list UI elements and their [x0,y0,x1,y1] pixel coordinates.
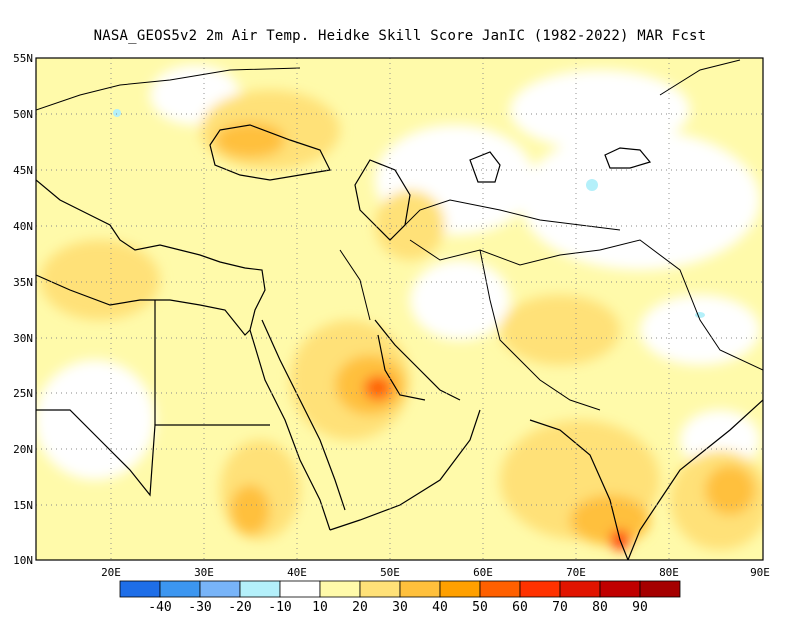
colorbar-swatch [319,580,361,598]
colorbar-swatch [439,580,481,598]
latitude-labels: 55N 50N 45N 40N 35N 30N 25N 20N 15N 10N [13,52,33,567]
colorbar-label: -20 [228,600,251,615]
colorbar-label: 20 [352,600,368,615]
longitude-labels: 20E 30E 40E 50E 60E 70E 80E 90E [101,566,770,579]
colorbar-label: 50 [472,600,488,615]
colorbar-label: -30 [188,600,211,615]
colorbar-swatch [199,580,241,598]
colorbar-swatch [479,580,521,598]
colorbar-label: 60 [512,600,528,615]
lat-label: 10N [13,554,33,567]
colorbar-swatch [519,580,561,598]
lat-label: 45N [13,164,33,177]
plot-frame [35,57,764,561]
colorbar-swatch [359,580,401,598]
lon-label: 60E [473,566,493,579]
lat-label: 15N [13,499,33,512]
colorbar-swatch [119,580,161,598]
colorbar-label: 90 [632,600,648,615]
lat-label: 35N [13,276,33,289]
lon-label: 90E [750,566,770,579]
lat-label: 20N [13,443,33,456]
colorbar-label: 70 [552,600,568,615]
colorbar: -40 -30 -20 -10 10 20 30 40 50 60 70 80 90 [119,580,681,615]
colorbar-label: -40 [148,600,171,615]
colorbar-swatch [599,580,641,598]
lon-label: 30E [194,566,214,579]
lat-label: 30N [13,332,33,345]
colorbar-swatch [639,580,681,598]
colorbar-label: 80 [592,600,608,615]
colorbar-label: 10 [312,600,328,615]
lon-label: 50E [380,566,400,579]
colorbar-label: -10 [268,600,291,615]
lon-label: 40E [287,566,307,579]
lat-label: 50N [13,108,33,121]
lon-label: 20E [101,566,121,579]
colorbar-swatch [279,580,321,598]
graticule [36,58,763,560]
lat-label: 55N [13,52,33,65]
lon-label: 70E [566,566,586,579]
colorbar-label: 40 [432,600,448,615]
colorbar-label: 30 [392,600,408,615]
skill-field [36,58,763,560]
colorbar-swatch [159,580,201,598]
map-title: NASA_GEOS5v2 2m Air Temp. Heidke Skill S… [93,28,707,44]
colorbar-swatch [399,580,441,598]
lat-label: 40N [13,220,33,233]
colorbar-swatch [559,580,601,598]
colorbar-swatch [239,580,281,598]
lat-label: 25N [13,387,33,400]
lon-label: 80E [659,566,679,579]
